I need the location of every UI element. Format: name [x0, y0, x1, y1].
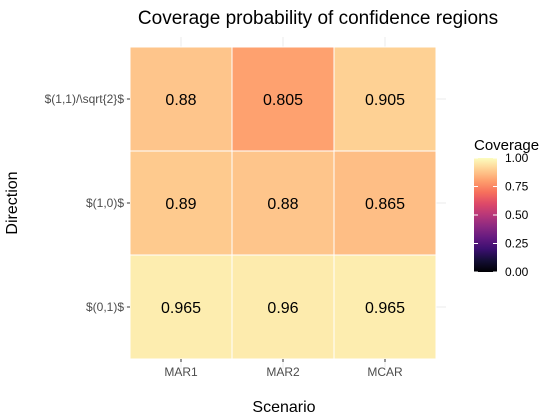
x-tick-label: MCAR [367, 365, 403, 379]
x-tick-label: MAR2 [266, 365, 300, 379]
heatmap-cell [129, 150, 233, 256]
legend-color-bar [474, 158, 497, 272]
legend-tick-label: 0.75 [505, 180, 529, 194]
cell-value-label: 0.88 [165, 92, 196, 109]
cell-value-label: 0.865 [365, 196, 405, 213]
heatmap-cells [129, 46, 437, 360]
y-tick-label: $(0,1)$ [86, 300, 124, 314]
legend-title: Coverage [474, 137, 539, 154]
cell-value-labels: 0.88 0.805 0.905 0.89 0.88 0.865 0.965 0.96 0.96… [161, 92, 405, 317]
heatmap-cell [333, 150, 437, 256]
legend-tick-label: 0.00 [505, 265, 529, 279]
cell-value-label: 0.905 [365, 92, 405, 109]
heatmap-cell [231, 150, 335, 256]
x-tick-label: MAR1 [164, 365, 198, 379]
chart-title: Coverage probability of confidence regio… [138, 8, 498, 29]
heatmap-cell [333, 46, 437, 152]
heatmap-cell [231, 254, 335, 360]
cell-value-label: 0.965 [365, 300, 405, 317]
y-axis-ticks: $(1,1)/\sqrt{2}$ $(1,0)$ $(0,1)$ [45, 92, 130, 314]
cell-value-label: 0.89 [165, 196, 196, 213]
y-tick-label: $(1,1)/\sqrt{2}$ [45, 92, 125, 106]
cell-value-label: 0.96 [267, 300, 298, 317]
legend-tick-label: 1.00 [505, 151, 529, 165]
legend: Coverage 0.00 0.25 0.50 0.75 1.00 [474, 137, 539, 279]
cell-value-label: 0.965 [161, 300, 201, 317]
legend-tick-label: 0.50 [505, 208, 529, 222]
legend-ticks: 0.00 0.25 0.50 0.75 1.00 [474, 151, 529, 279]
x-axis-title: Scenario [252, 399, 315, 416]
heatmap-cell [129, 254, 233, 360]
y-axis-title: Direction [4, 171, 21, 234]
legend-tick-label: 0.25 [505, 237, 529, 251]
y-tick-label: $(1,0)$ [86, 196, 124, 210]
cell-value-label: 0.805 [263, 92, 303, 109]
x-axis-ticks: MAR1 MAR2 MCAR [164, 359, 403, 379]
cell-value-label: 0.88 [267, 196, 298, 213]
